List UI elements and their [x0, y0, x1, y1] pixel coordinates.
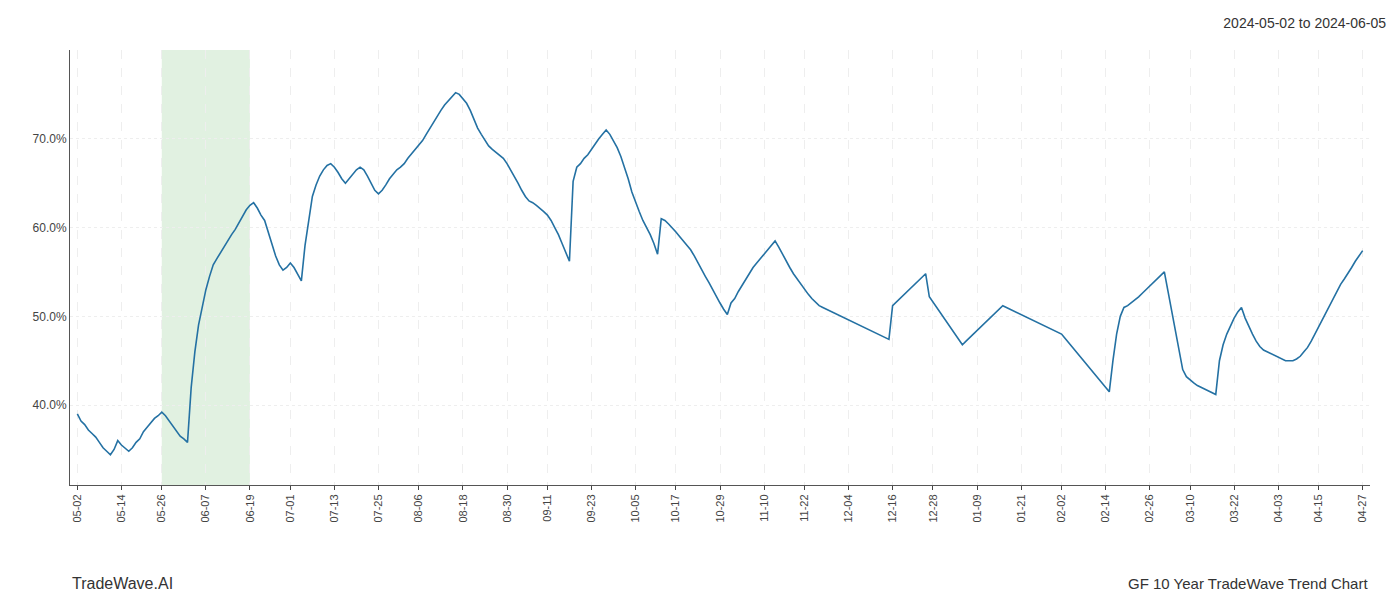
svg-text:05-02: 05-02 [71, 494, 83, 522]
svg-text:07-13: 07-13 [328, 494, 340, 522]
svg-text:TradeWave.AI: TradeWave.AI [72, 575, 173, 592]
svg-text:07-25: 07-25 [372, 494, 384, 522]
svg-text:08-06: 08-06 [412, 494, 424, 522]
svg-text:09-11: 09-11 [541, 494, 553, 521]
svg-text:04-27: 04-27 [1356, 494, 1368, 522]
svg-text:10-17: 10-17 [670, 494, 682, 522]
svg-text:08-18: 08-18 [457, 494, 469, 522]
svg-text:11-22: 11-22 [798, 494, 810, 521]
svg-text:10-05: 10-05 [629, 494, 641, 522]
svg-text:12-04: 12-04 [842, 494, 854, 522]
svg-text:GF 10 Year TradeWave Trend Cha: GF 10 Year TradeWave Trend Chart [1128, 575, 1368, 592]
svg-text:03-10: 03-10 [1184, 494, 1196, 522]
svg-text:04-15: 04-15 [1312, 494, 1324, 522]
svg-text:12-16: 12-16 [886, 494, 898, 522]
svg-text:60.0%: 60.0% [33, 221, 67, 235]
svg-text:01-21: 01-21 [1015, 494, 1027, 522]
svg-text:10-29: 10-29 [714, 494, 726, 522]
svg-text:02-02: 02-02 [1055, 494, 1067, 522]
svg-text:70.0%: 70.0% [33, 132, 67, 146]
svg-text:02-14: 02-14 [1099, 494, 1111, 522]
svg-text:06-19: 06-19 [244, 494, 256, 522]
svg-text:02-26: 02-26 [1143, 494, 1155, 522]
svg-text:12-28: 12-28 [927, 494, 939, 522]
svg-text:2024-05-02 to 2024-06-05: 2024-05-02 to 2024-06-05 [1223, 15, 1386, 31]
svg-text:40.0%: 40.0% [33, 398, 67, 412]
svg-text:50.0%: 50.0% [33, 310, 67, 324]
svg-text:11-10: 11-10 [758, 494, 770, 521]
svg-text:06-07: 06-07 [199, 494, 211, 522]
svg-text:05-14: 05-14 [115, 494, 127, 522]
svg-text:04-03: 04-03 [1272, 494, 1284, 522]
svg-text:05-26: 05-26 [155, 494, 167, 522]
svg-text:01-09: 01-09 [971, 494, 983, 522]
svg-text:03-22: 03-22 [1228, 494, 1240, 522]
svg-text:09-23: 09-23 [585, 494, 597, 522]
svg-text:07-01: 07-01 [284, 494, 296, 522]
svg-text:08-30: 08-30 [501, 494, 513, 522]
